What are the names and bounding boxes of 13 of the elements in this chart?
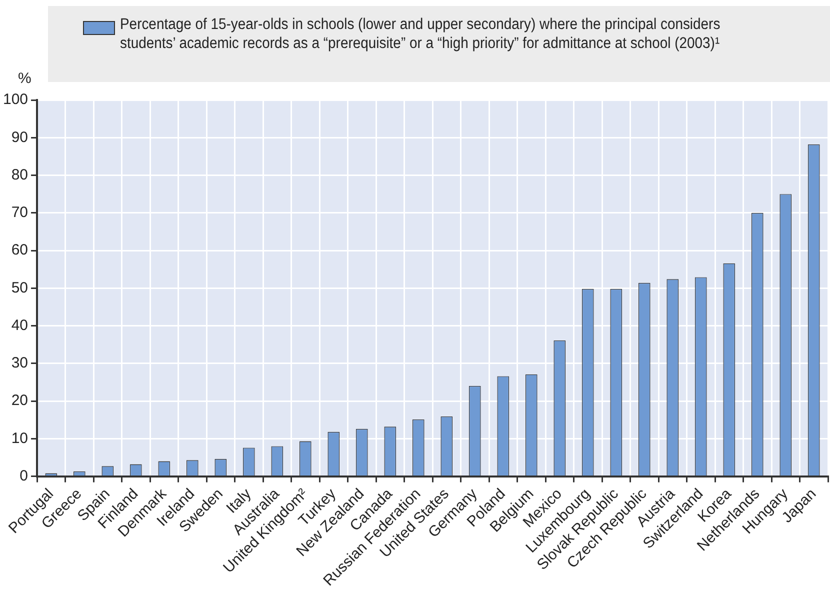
y-axis-title: % (18, 70, 32, 87)
y-tick-label: 60 (11, 242, 28, 259)
y-tick-label: 30 (11, 354, 28, 372)
y-tick-label: 10 (11, 430, 28, 447)
y-tick-label: 50 (11, 279, 28, 296)
y-tick-label: 100 (2, 91, 28, 108)
y-tick-label: 0 (20, 467, 28, 484)
y-tick-label: 70 (11, 204, 28, 222)
y-tick-label: 20 (11, 392, 28, 410)
legend-label: Percentage of 15-year-olds in schools (lower and upper secondary) where the principal considers students’ academic records as a “prerequisite” or a “high priority” for admittance at school (2003)¹ (120, 16, 722, 53)
y-tick-label: 80 (11, 166, 28, 184)
y-tick-label: 90 (11, 128, 28, 146)
y-tick-label: 40 (11, 316, 28, 334)
